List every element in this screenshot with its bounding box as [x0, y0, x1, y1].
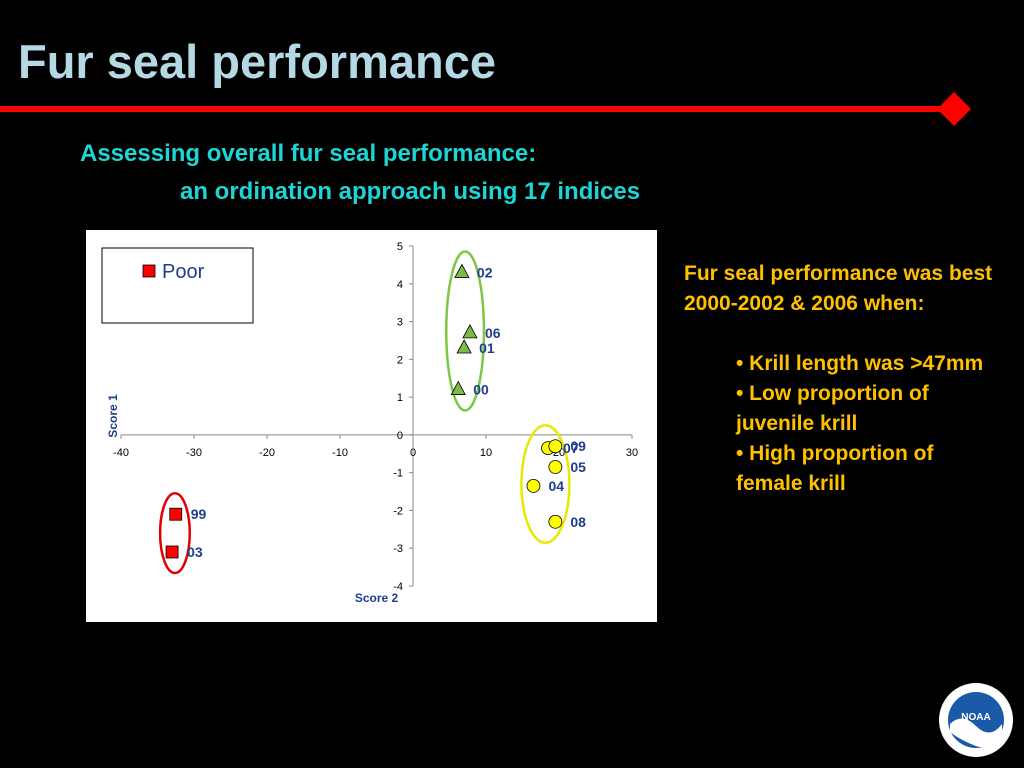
- y-tick-label: -1: [393, 468, 403, 480]
- point-label: 01: [479, 340, 495, 356]
- point-square: [169, 507, 183, 521]
- y-tick-label: -4: [393, 581, 403, 593]
- x-tick-label: -20: [259, 447, 275, 459]
- group-ellipse-1: [445, 250, 486, 412]
- x-tick-label: -40: [113, 447, 129, 459]
- y-tick-label: 2: [397, 354, 403, 366]
- bullet-item: • High proportion of female krill: [736, 442, 934, 495]
- point-triangle: [454, 263, 470, 278]
- x-axis-title: Score 2: [355, 591, 399, 605]
- y-tick-label: 4: [397, 279, 403, 291]
- x-tick-label: 30: [626, 447, 638, 459]
- point-label: 99: [191, 506, 207, 522]
- point-label: 03: [187, 544, 203, 560]
- point-label: 08: [570, 514, 586, 530]
- legend-label-poor: Poor: [162, 261, 205, 283]
- y-tick-label: 1: [397, 392, 403, 404]
- noaa-logo-bird: [950, 718, 1002, 748]
- x-tick-label: -30: [186, 447, 202, 459]
- point-circle: [526, 478, 541, 493]
- y-tick-label: -3: [393, 543, 403, 555]
- subtitle-line-2: an ordination approach using 17 indices: [180, 178, 641, 205]
- title-rule: [0, 106, 952, 112]
- subtitle-line-1: Assessing overall fur seal performance:: [80, 140, 537, 167]
- title-rule-diamond: [937, 92, 971, 126]
- point-triangle: [456, 339, 472, 354]
- legend-box: [101, 247, 254, 324]
- x-tick-label: 0: [410, 447, 416, 459]
- point-label: 06: [485, 325, 501, 341]
- point-label: 09: [570, 438, 586, 454]
- noaa-logo: NOAA: [939, 683, 1013, 757]
- group-ellipse-2: [520, 423, 571, 545]
- y-tick-label: 3: [397, 317, 403, 329]
- point-circle: [548, 514, 563, 529]
- y-tick-label: 5: [397, 241, 403, 253]
- group-ellipse-0: [158, 491, 192, 575]
- bullet-item: • Low proportion of juvenile krill: [736, 382, 929, 435]
- noaa-logo-text: NOAA: [961, 712, 990, 723]
- side-panel: Fur seal performance was best 2000-2002 …: [684, 259, 994, 499]
- legend-marker-poor: [142, 264, 156, 278]
- slide-title: Fur seal performance: [18, 35, 497, 88]
- y-axis-title: Score 1: [106, 394, 120, 438]
- point-label: 00: [473, 382, 489, 398]
- point-square: [165, 545, 179, 559]
- y-tick-label: 0: [397, 430, 403, 442]
- point-triangle: [450, 380, 466, 395]
- point-label: 04: [548, 478, 564, 494]
- point-circle: [548, 460, 563, 474]
- bullet-list: • Krill length was >47mm • Low proportio…: [736, 349, 994, 499]
- point-label: 07: [563, 440, 579, 456]
- y-tick-label: -2: [393, 505, 403, 517]
- x-tick-label: 10: [480, 447, 492, 459]
- x-tick-label: -10: [332, 447, 348, 459]
- point-label: 02: [477, 264, 493, 280]
- point-label: 05: [570, 459, 586, 475]
- point-triangle: [462, 324, 478, 339]
- bullet-item: • Krill length was >47mm: [736, 352, 984, 375]
- chart-panel: -40 -30 -20 -10 0 10 20 30 -4 -3 -2 -1 0 1 2 3 4 5 Score 2…: [86, 230, 657, 622]
- side-text: Fur seal performance was best 2000-2002 …: [684, 262, 993, 315]
- point-circle: [548, 439, 563, 454]
